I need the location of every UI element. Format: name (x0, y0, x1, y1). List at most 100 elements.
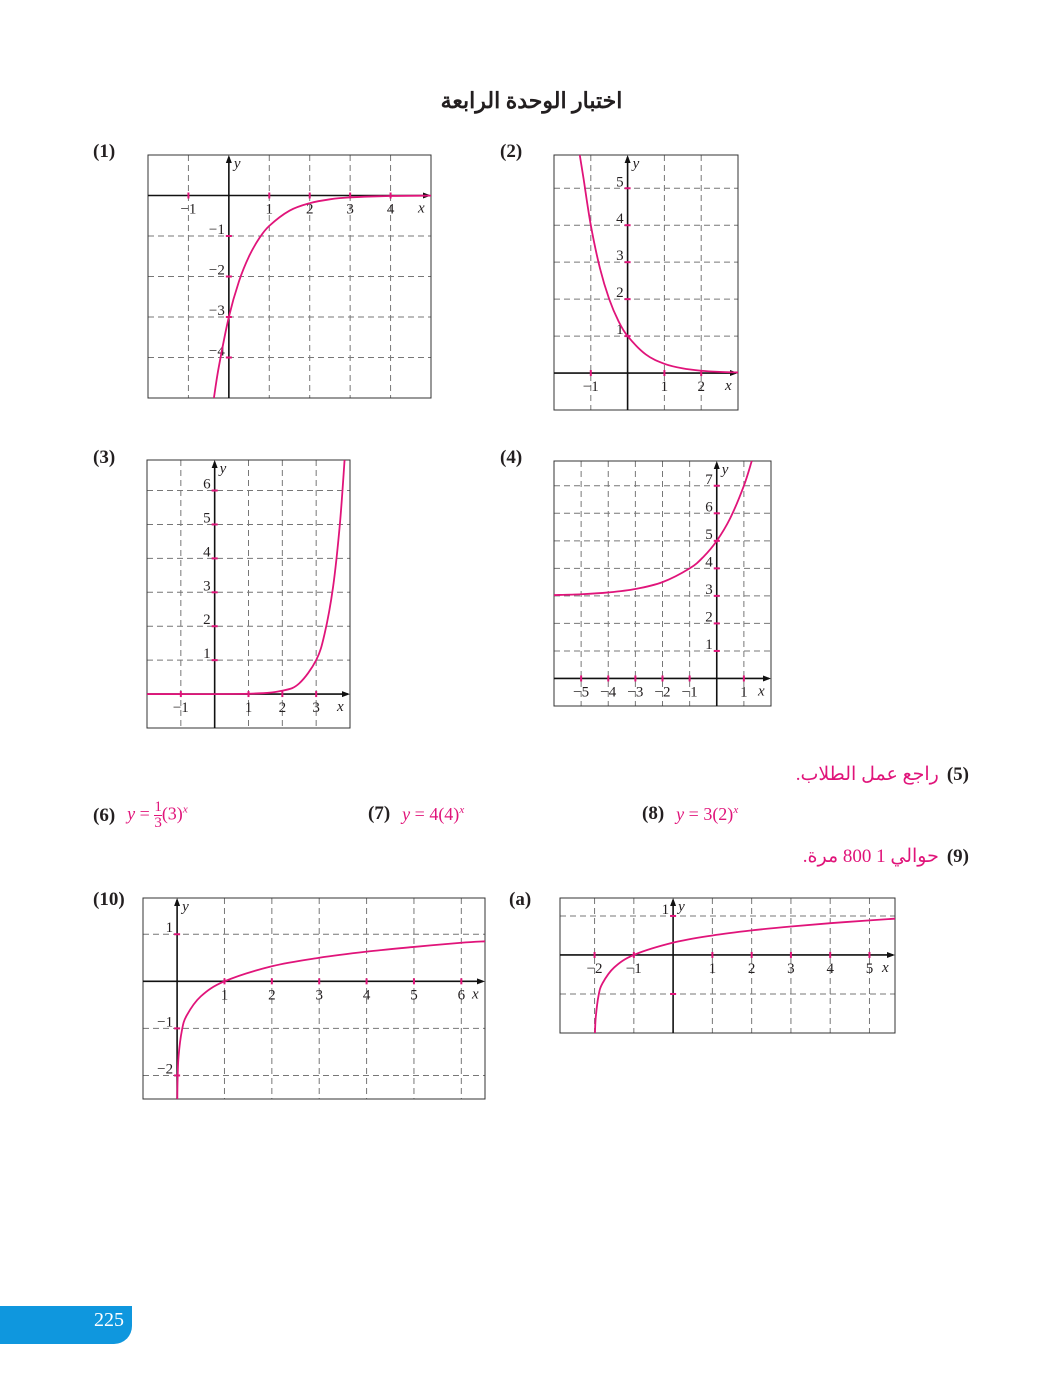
question-2-label: (2) (500, 141, 523, 162)
x-tick-label: −1 (583, 379, 599, 395)
y-axis-arrow-icon (225, 155, 232, 163)
graph-q4: x y −5 −4 −3 −2 −1 1 1 2 3 4 5 6 7 (553, 460, 772, 707)
y-tick-label: −1 (209, 222, 225, 238)
eq-exponent: x (733, 803, 739, 816)
x-axis-arrow-icon (342, 691, 350, 698)
function-curve (553, 460, 753, 596)
x-tick-label: 3 (315, 987, 323, 1003)
y-tick-label: 5 (705, 527, 713, 543)
x-axis-arrow-icon (887, 951, 895, 958)
eq-lhs: y (127, 803, 136, 824)
x-tick-label: 1 (709, 961, 717, 977)
x-tick-label: 1 (221, 987, 229, 1003)
y-axis-arrow-icon (713, 461, 720, 469)
y-axis-arrow-icon (211, 460, 218, 468)
function-curve (578, 154, 739, 374)
question-4-label: (4) (500, 447, 523, 468)
answer-8: (8) y = 3(2)x (642, 803, 738, 825)
graph-q1: xy−1 1 2 3 4−1−2−3−4 (147, 154, 432, 399)
y-axis-label: y (720, 462, 729, 478)
function-curve (176, 940, 486, 1100)
y-tick-label: 5 (616, 174, 624, 190)
x-tick-label: −2 (655, 684, 671, 700)
y-tick-label: 6 (705, 499, 713, 515)
x-tick-label: −2 (587, 961, 603, 977)
x-tick-label: 2 (697, 379, 705, 395)
graph-frame (553, 460, 772, 707)
y-axis-arrow-icon (670, 898, 677, 906)
equation-8: y = 3(2)x (676, 804, 738, 825)
y-tick-label: 1 (616, 322, 624, 338)
question-8-label: (8) (642, 803, 665, 824)
equation-6: y = 1 3 (3)x (127, 800, 188, 831)
y-axis-label: y (631, 156, 640, 172)
question-5-label: (5) (946, 764, 969, 785)
eq-lhs: y (402, 803, 411, 824)
y-tick-label: 1 (705, 637, 713, 653)
x-tick-label: 1 (245, 700, 253, 716)
x-tick-label: 1 (266, 202, 274, 218)
y-tick-label: 3 (705, 582, 713, 598)
x-axis-label: x (757, 683, 765, 699)
y-axis-label: y (218, 461, 227, 477)
denominator: 3 (154, 815, 162, 831)
question-a-label: (a) (509, 889, 532, 910)
eq-exponent: x (182, 803, 188, 816)
answer-5-text: راجع عمل الطلاب. (795, 764, 939, 785)
x-tick-label: 3 (346, 202, 354, 218)
graph-frame (147, 154, 432, 399)
answer-5: (5) راجع عمل الطلاب. (796, 763, 969, 786)
question-6-label: (6) (93, 804, 116, 826)
y-tick-label: 7 (705, 472, 713, 488)
x-tick-label: −5 (573, 684, 589, 700)
x-axis-arrow-icon (477, 978, 485, 985)
x-tick-label: 4 (826, 961, 834, 977)
question-10-label: (10) (93, 889, 125, 910)
y-tick-label: 2 (616, 285, 624, 301)
x-tick-label: 2 (748, 961, 756, 977)
x-tick-label: −4 (600, 684, 616, 700)
graph-q2: x y −1 1 2 1 2 3 4 5 (553, 154, 739, 411)
y-tick-label: −2 (157, 1061, 173, 1077)
eq-sign: = (414, 803, 425, 824)
x-tick-label: 3 (312, 700, 320, 716)
function-curve (146, 459, 346, 695)
x-axis-label: x (471, 986, 479, 1002)
eq-exponent: x (459, 803, 465, 816)
x-tick-label: −1 (682, 684, 698, 700)
function-curve (213, 194, 432, 399)
y-axis-label: y (180, 899, 189, 915)
graph-q3: x y −1 1 2 3 1 2 3 4 5 6 (146, 459, 351, 729)
x-tick-label: 6 (458, 987, 466, 1003)
eq-body: 4(4) (429, 803, 460, 824)
y-tick-label: 1 (662, 902, 670, 918)
x-axis-label: x (417, 201, 425, 217)
x-axis-label: x (724, 378, 732, 394)
x-tick-label: 2 (306, 202, 314, 218)
y-tick-label: 6 (203, 477, 211, 493)
x-tick-label: 5 (866, 961, 874, 977)
answer-7: (7) y = 4(4)x (368, 803, 464, 825)
x-tick-label: −1 (173, 700, 189, 716)
question-7-label: (7) (368, 803, 391, 824)
x-tick-label: 4 (387, 202, 395, 218)
y-tick-label: 3 (203, 578, 211, 594)
answer-9-text: حوالي 1 800 مرة. (802, 846, 939, 867)
x-tick-label: −1 (626, 961, 642, 977)
graph-qa: x y −2 −1 1 2 3 4 5 1 (559, 897, 896, 1034)
y-tick-label: 1 (166, 920, 174, 936)
graph-frame (146, 459, 351, 729)
function-curve (594, 917, 896, 1034)
y-axis-label: y (232, 156, 241, 172)
question-1-label: (1) (93, 141, 116, 162)
eq-lhs: y (676, 803, 685, 824)
x-tick-label: 1 (740, 684, 748, 700)
y-tick-label: 1 (203, 646, 211, 662)
y-tick-label: −1 (157, 1014, 173, 1030)
x-tick-label: −1 (180, 202, 196, 218)
eq-sign: = (139, 803, 150, 824)
eq-body: 3(2) (703, 803, 734, 824)
question-9-label: (9) (946, 846, 969, 867)
x-tick-label: 2 (268, 987, 276, 1003)
